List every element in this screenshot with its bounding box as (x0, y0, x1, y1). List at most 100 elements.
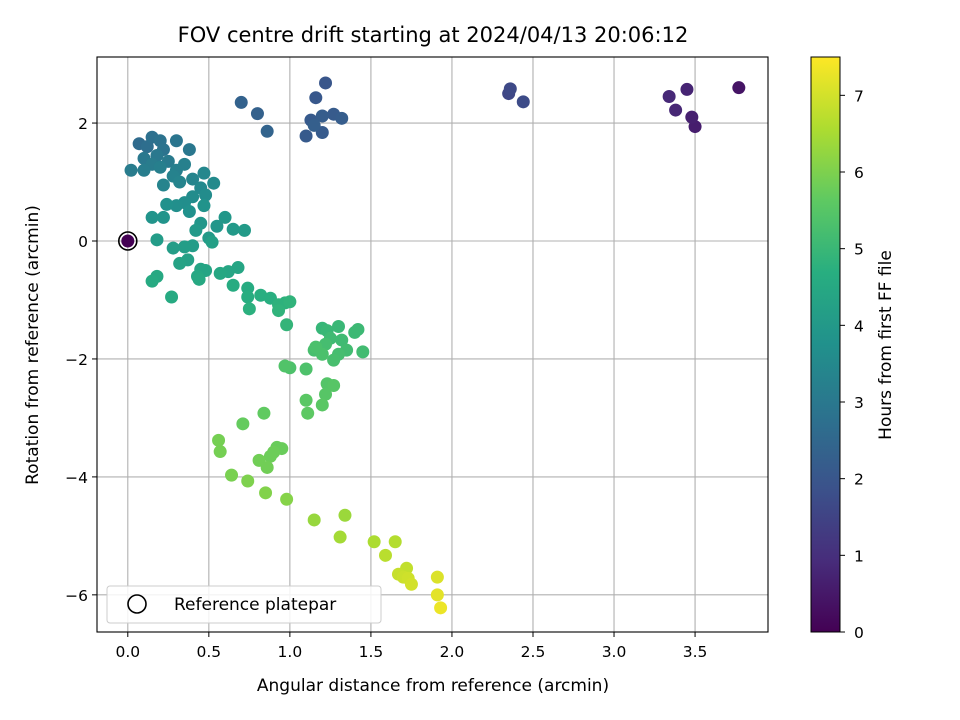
colorbar-tick-label: 4 (854, 317, 864, 335)
data-point (503, 82, 517, 96)
x-tick-label: 0.0 (115, 643, 140, 661)
colorbar-gradient (810, 56, 841, 633)
legend-marker-icon (127, 594, 147, 614)
data-point (338, 508, 352, 522)
data-point (207, 176, 221, 190)
data-point (669, 103, 683, 117)
colorbar-tick-label: 6 (854, 164, 864, 182)
y-tick-label: 2 (78, 115, 88, 133)
data-point (301, 406, 315, 420)
data-point (205, 235, 219, 249)
y-axis-ticks: −6 −4 −2 0 2 (65, 115, 97, 605)
data-point (307, 513, 321, 527)
data-point (169, 199, 183, 213)
reference-marker-group (117, 231, 138, 251)
data-point (199, 188, 213, 202)
data-point (189, 223, 203, 237)
data-point (280, 318, 294, 332)
data-point (156, 210, 170, 224)
data-point (280, 492, 294, 506)
legend-box (106, 585, 382, 624)
data-point (212, 433, 226, 447)
data-point (226, 222, 240, 236)
data-point (351, 322, 365, 336)
data-point (680, 82, 694, 96)
data-point (404, 577, 418, 591)
data-point (166, 241, 180, 255)
data-point (178, 157, 192, 171)
colorbar-tick-label: 0 (854, 624, 864, 642)
colorbar-ticks: 0 1 2 3 4 5 6 7 (840, 87, 864, 642)
data-point (173, 256, 187, 270)
data-point (231, 261, 245, 275)
data-point (121, 234, 135, 248)
data-point (257, 406, 271, 420)
data-point (319, 76, 333, 90)
data-point (236, 417, 250, 431)
x-tick-label: 2.0 (440, 643, 465, 661)
data-point (378, 548, 392, 562)
data-point (259, 486, 273, 500)
data-point (213, 266, 227, 280)
x-axis-ticks: 0.0 0.5 1.0 1.5 2.0 2.5 3.0 3.5 (115, 632, 707, 661)
data-point (335, 111, 349, 125)
data-point (182, 205, 196, 219)
data-point (732, 81, 746, 95)
data-point (260, 124, 274, 138)
data-point (299, 362, 313, 376)
data-point (145, 210, 159, 224)
data-point (434, 601, 448, 615)
data-point (160, 197, 174, 211)
data-point (225, 468, 239, 482)
x-tick-label: 0.5 (197, 643, 222, 661)
colorbar-tick-label: 1 (854, 547, 864, 565)
data-point (197, 166, 211, 180)
colorbar-tick-label: 2 (854, 471, 864, 489)
x-tick-label: 1.5 (359, 643, 384, 661)
data-point (169, 134, 183, 148)
data-point (213, 445, 227, 459)
data-point (430, 588, 444, 602)
data-point (178, 240, 192, 254)
data-point (327, 353, 341, 367)
data-point (156, 178, 170, 192)
data-point (242, 302, 256, 316)
chart-title: FOV centre drift starting at 2024/04/13 … (178, 23, 689, 47)
data-point (430, 570, 444, 584)
data-point (182, 143, 196, 157)
colorbar-tick-label: 3 (854, 394, 864, 412)
data-point (272, 304, 286, 318)
data-point (516, 95, 530, 109)
data-point (124, 163, 138, 177)
y-tick-label: −4 (65, 469, 88, 487)
data-point (662, 90, 676, 104)
data-point (237, 223, 251, 237)
data-point (137, 163, 151, 177)
data-point (299, 129, 313, 143)
data-point (333, 530, 347, 544)
data-point (260, 460, 274, 474)
plot-frame (96, 56, 769, 633)
data-point (309, 340, 323, 354)
x-tick-label: 2.5 (521, 643, 546, 661)
data-point (315, 398, 329, 412)
colorbar-tick-label: 5 (854, 241, 864, 259)
x-tick-label: 1.0 (278, 643, 303, 661)
y-tick-label: −6 (65, 587, 88, 605)
scatter-points (121, 76, 746, 615)
data-point (356, 345, 370, 359)
reference-platepar-marker (117, 231, 138, 251)
y-axis-label: Rotation from reference (arcmin) (23, 205, 43, 485)
data-point (192, 272, 206, 286)
colorbar: 0 1 2 3 4 5 6 7 Hours from first FF file (810, 56, 896, 642)
data-point (388, 535, 402, 549)
data-point (327, 378, 341, 392)
data-point (186, 172, 200, 186)
x-tick-label: 3.5 (683, 643, 708, 661)
data-point (299, 393, 313, 407)
data-point (241, 474, 255, 488)
data-point (173, 175, 187, 189)
x-tick-label: 3.0 (602, 643, 627, 661)
data-point (145, 274, 159, 288)
